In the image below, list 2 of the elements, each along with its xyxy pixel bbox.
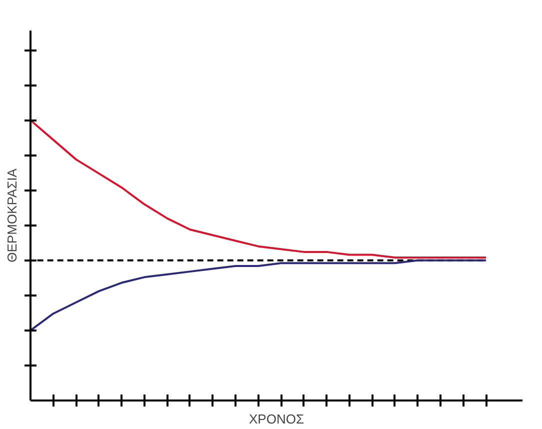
x-axis-title: ΧΡΟΝΟΣ <box>249 412 304 426</box>
y-axis-title: ΘΕΡΜΟΚΡΑΣΙΑ <box>4 168 20 262</box>
